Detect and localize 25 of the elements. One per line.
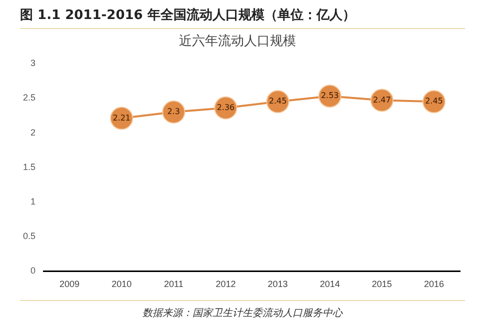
data-label: 2.45: [268, 96, 287, 106]
chart-title: 近六年流动人口规模: [179, 33, 296, 50]
y-tick-label: 1: [30, 196, 36, 206]
x-tick-label: 2009: [60, 279, 80, 290]
data-label: 2.21: [112, 113, 131, 122]
x-tick-label: 2014: [320, 279, 340, 290]
y-tick-label: 2.5: [22, 92, 36, 103]
x-tick-label: 2010: [112, 279, 132, 290]
y-tick-label: 0.5: [22, 231, 36, 242]
x-tick-label: 2011: [164, 279, 184, 290]
x-tick-label: 2016: [424, 279, 444, 290]
data-label: 2.47: [373, 95, 391, 104]
chart-subtitle: 图 1.1 2011-2016 年全国流动人口规模（单位：亿人）: [20, 6, 465, 29]
data-label: 2.45: [425, 96, 443, 106]
y-tick-label: 3: [30, 58, 36, 68]
data-label: 2.3: [167, 107, 180, 116]
source-note: 数据来源：国家卫生计生委流动人口服务中心: [20, 300, 465, 320]
data-label: 2.36: [216, 102, 235, 112]
y-tick-label: 2: [30, 127, 36, 138]
x-tick-label: 2015: [372, 279, 392, 290]
y-tick-label: 0: [30, 266, 36, 276]
x-tick-label: 2012: [216, 279, 236, 290]
x-tick-label: 2013: [268, 279, 288, 290]
data-label: 2.53: [320, 91, 339, 100]
y-tick-label: 1.5: [22, 162, 36, 172]
